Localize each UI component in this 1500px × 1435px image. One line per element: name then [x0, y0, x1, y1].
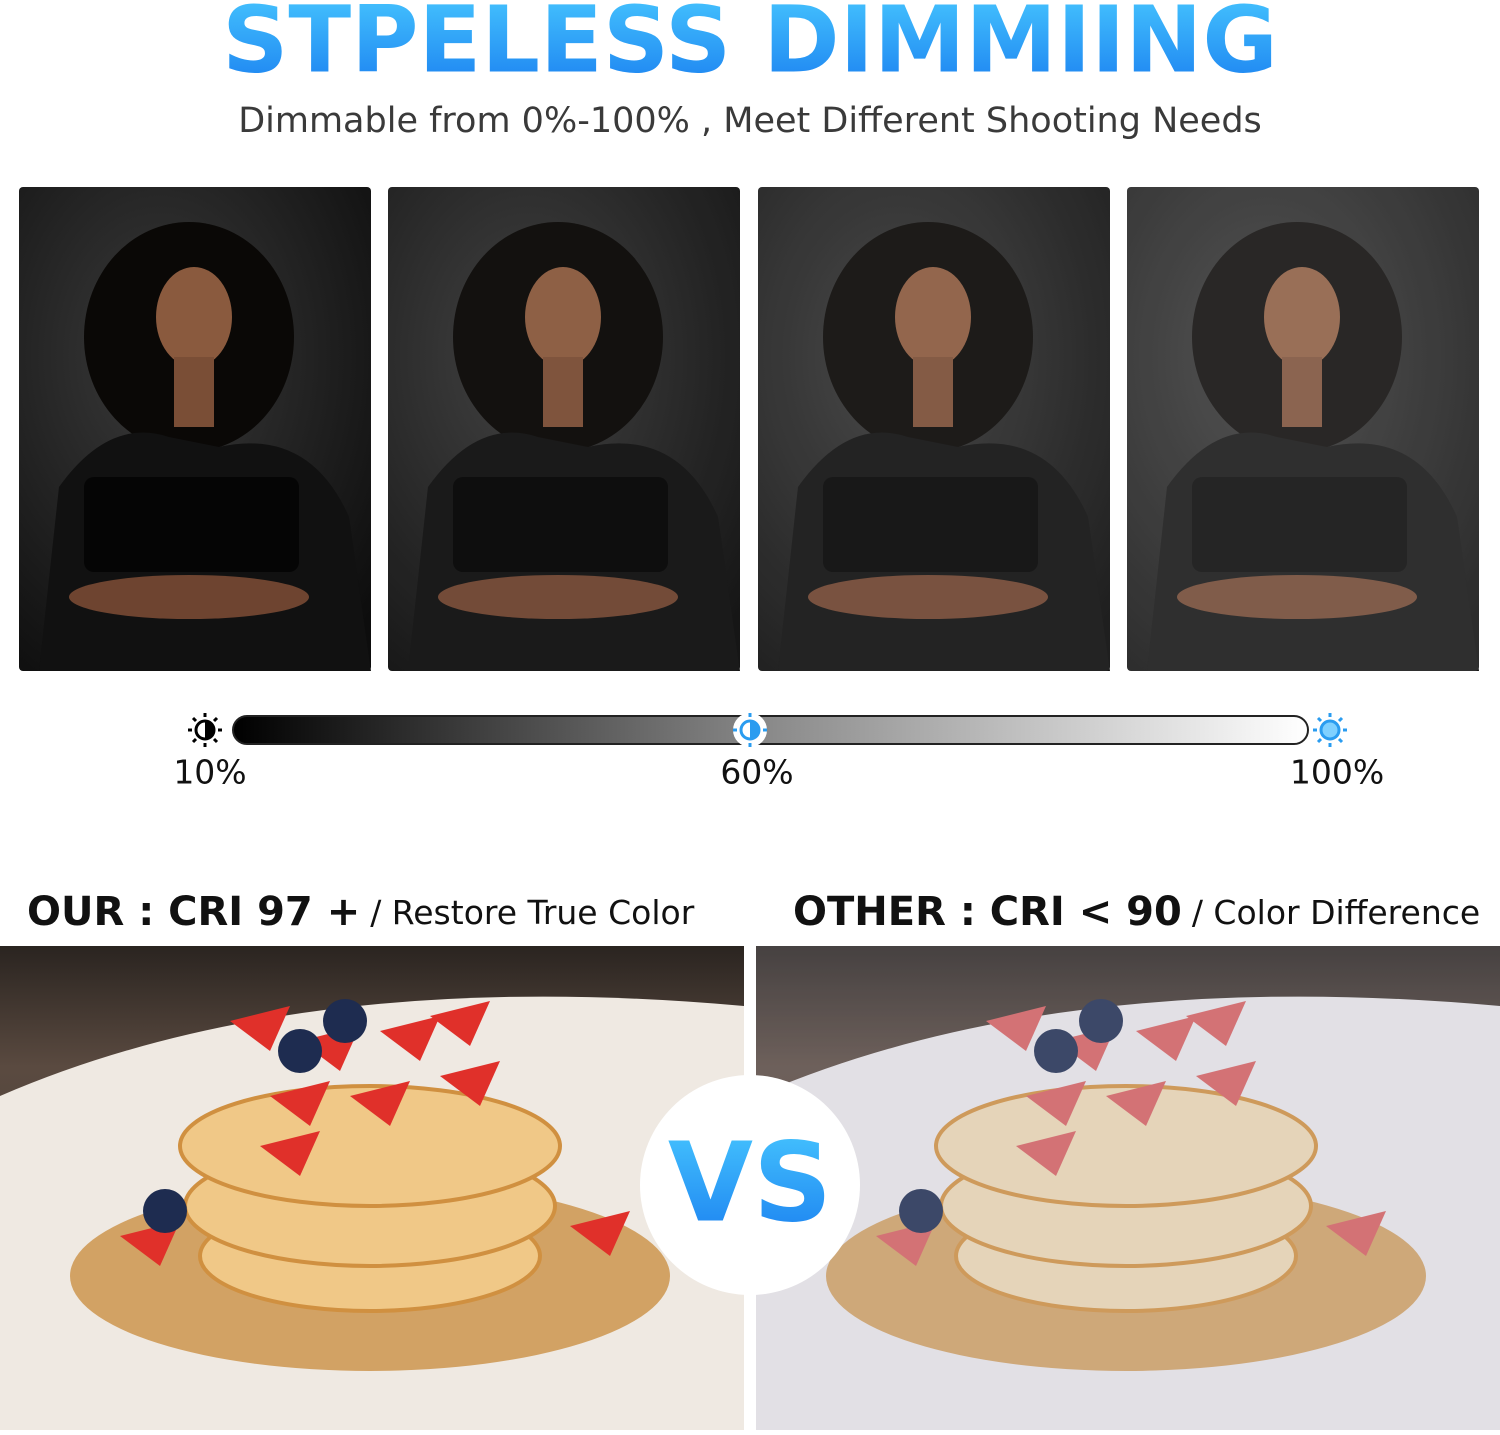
portrait-photo: [758, 187, 1110, 671]
arms: [69, 575, 309, 619]
top: [823, 477, 1038, 572]
mid-icon: [733, 713, 767, 747]
portrait-photo: [1127, 187, 1479, 671]
neck: [913, 357, 953, 427]
strawberry: [440, 1061, 500, 1106]
title: STPELESS DIMMIING: [222, 0, 1278, 93]
top: [453, 477, 668, 572]
strawberry: [350, 1081, 410, 1126]
top: [1192, 477, 1407, 572]
arms: [438, 575, 678, 619]
strawberry: [430, 1001, 490, 1046]
heading-caption: / Color Difference: [1192, 893, 1480, 932]
slider-label: 100%: [1290, 753, 1384, 792]
arms: [1177, 575, 1417, 619]
brightness-slider: 10% 60% 100%: [173, 713, 1384, 792]
face: [895, 267, 971, 367]
strawberry: [1136, 1016, 1196, 1061]
vs-text: VS: [668, 1118, 832, 1246]
blueberry: [899, 1189, 943, 1233]
slider-label: 10%: [173, 753, 246, 792]
strawberry: [570, 1211, 630, 1256]
face: [156, 267, 232, 367]
food-photo: [0, 946, 744, 1430]
strawberry: [380, 1016, 440, 1061]
strawberry: [230, 1006, 290, 1051]
haze: [756, 946, 1500, 1430]
slider-track: [232, 715, 1309, 745]
strawberry: [1106, 1081, 1166, 1126]
portrait-row: [19, 187, 1479, 671]
strawberry: [1026, 1081, 1086, 1126]
strawberry: [1186, 1001, 1246, 1046]
blueberry: [143, 1189, 187, 1233]
portrait-photo: [19, 187, 371, 671]
heading-strong: OUR : CRI 97 +: [27, 889, 360, 935]
blueberry: [278, 1029, 322, 1073]
pancake: [178, 1084, 562, 1208]
top: [84, 477, 299, 572]
strawberry: [270, 1081, 330, 1126]
left-heading: OUR : CRI 97 + / Restore True Color: [27, 889, 695, 935]
food-photo: [756, 946, 1500, 1430]
strawberry: [1196, 1061, 1256, 1106]
brightness-overlay: [758, 187, 1110, 671]
brightness-overlay: [1127, 187, 1479, 671]
brightness-overlay: [388, 187, 740, 671]
bright-icon: [1313, 713, 1347, 747]
heading-strong: OTHER : CRI < 90: [793, 889, 1182, 935]
vs-badge: VS: [640, 1075, 860, 1295]
slider-label: 60%: [720, 753, 793, 792]
strawberry: [986, 1006, 1046, 1051]
neck: [1282, 357, 1322, 427]
right-heading: OTHER : CRI < 90 / Color Difference: [793, 889, 1480, 935]
dim-icon: [188, 713, 222, 747]
vs-circle: [640, 1075, 860, 1295]
strawberry: [260, 1131, 320, 1176]
subtitle: Dimmable from 0%-100% , Meet Different S…: [238, 101, 1262, 141]
blueberry: [1034, 1029, 1078, 1073]
strawberry: [1016, 1131, 1076, 1176]
portrait-photo: [388, 187, 740, 671]
neck: [174, 357, 214, 427]
face: [1264, 267, 1340, 367]
strawberry: [1326, 1211, 1386, 1256]
pancake: [934, 1084, 1318, 1208]
arms: [808, 575, 1048, 619]
food-comparison: [0, 946, 1500, 1430]
blueberry: [323, 999, 367, 1043]
neck: [543, 357, 583, 427]
heading-caption: / Restore True Color: [370, 893, 694, 932]
blueberry: [1079, 999, 1123, 1043]
face: [525, 267, 601, 367]
